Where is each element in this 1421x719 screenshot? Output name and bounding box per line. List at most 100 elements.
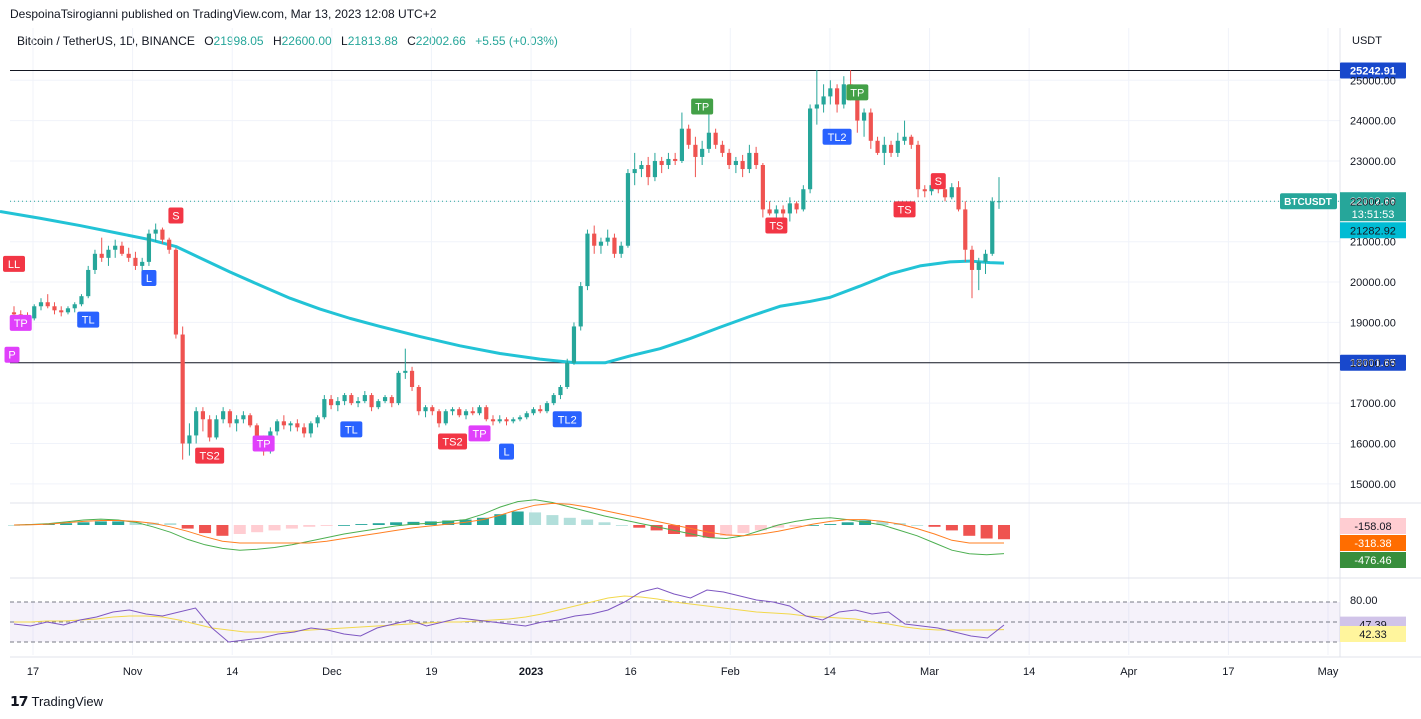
macd-histogram-bar bbox=[494, 514, 507, 525]
candle-body bbox=[551, 395, 556, 404]
candle-body bbox=[855, 96, 860, 121]
macd-histogram-bar bbox=[650, 525, 663, 531]
candle-body bbox=[875, 140, 880, 153]
signal-marker-tag bbox=[168, 207, 184, 224]
candle-body bbox=[86, 269, 91, 297]
time-tick-label: Feb bbox=[721, 666, 740, 678]
candle-body bbox=[639, 165, 644, 170]
candle-body bbox=[477, 407, 482, 414]
signal-marker-label: TS2 bbox=[200, 451, 220, 463]
macd-histogram-bar bbox=[442, 520, 455, 525]
time-tick-label: 17 bbox=[1222, 666, 1234, 678]
candle-body bbox=[666, 158, 671, 166]
price-tick-label: 19000.00 bbox=[1350, 317, 1396, 329]
candle-body bbox=[976, 261, 981, 270]
candle-body bbox=[423, 407, 428, 412]
signal-line bbox=[13, 502, 1004, 544]
signal-marker-tag bbox=[499, 443, 514, 460]
candle-body bbox=[740, 160, 745, 170]
macd-histogram-bar bbox=[772, 525, 785, 528]
signal-marker-label: TS bbox=[898, 204, 912, 216]
brand-name[interactable]: TradingView bbox=[31, 694, 104, 709]
candle-body bbox=[180, 334, 185, 444]
candle-body bbox=[592, 233, 597, 246]
countdown-label: 13:51:53 bbox=[1352, 209, 1395, 221]
macd-histogram-bar bbox=[806, 525, 819, 526]
level-price-label: 18001.65 bbox=[1350, 358, 1396, 370]
macd-histogram-bar bbox=[876, 521, 889, 525]
signal-marker-tag bbox=[893, 201, 916, 218]
candle-body bbox=[517, 417, 523, 420]
macd-histogram-bar bbox=[164, 523, 177, 525]
macd-histogram-bar bbox=[563, 517, 576, 525]
signal-marker-label: TS2 bbox=[442, 436, 462, 448]
candle-body bbox=[754, 152, 759, 166]
candle-body bbox=[302, 427, 307, 434]
candle-body bbox=[747, 152, 752, 170]
candle-body bbox=[956, 187, 961, 210]
open-label: O bbox=[204, 34, 214, 48]
macd-histogram-bar bbox=[824, 524, 837, 525]
candle-body bbox=[430, 407, 435, 412]
candle-body bbox=[969, 249, 975, 270]
candle-body bbox=[828, 88, 833, 97]
candle-body bbox=[173, 249, 179, 335]
candle-body bbox=[544, 403, 550, 412]
candle-body bbox=[241, 415, 246, 420]
macd-histogram-bar bbox=[841, 522, 854, 525]
macd-histogram-bar bbox=[737, 525, 750, 534]
candle-body bbox=[774, 209, 779, 214]
signal-marker-label: TP bbox=[14, 318, 28, 330]
candle-body bbox=[787, 203, 792, 214]
candle-body bbox=[308, 423, 313, 434]
rsi-ma-line bbox=[14, 595, 1005, 633]
signal-marker-label: L bbox=[146, 273, 152, 285]
candle-body bbox=[673, 158, 678, 161]
candle-body bbox=[909, 136, 914, 145]
candle-body bbox=[355, 401, 361, 404]
candle-body bbox=[113, 245, 118, 250]
candle-body bbox=[484, 407, 489, 420]
candle-body bbox=[619, 245, 624, 254]
signal-marker-tag bbox=[691, 98, 714, 115]
candle-body bbox=[382, 397, 388, 402]
candle-body bbox=[733, 160, 738, 166]
time-tick-label: 19 bbox=[425, 666, 437, 678]
candle-body bbox=[315, 417, 320, 424]
signal-marker-label: TP bbox=[850, 87, 864, 99]
signal-marker-label: LL bbox=[8, 259, 20, 271]
macd-histogram-bar bbox=[668, 525, 680, 534]
candle-body bbox=[167, 239, 172, 250]
candle-body bbox=[814, 104, 819, 109]
candle-body bbox=[922, 189, 927, 192]
macd-histogram-bar bbox=[511, 511, 524, 525]
level-price-tag bbox=[1340, 354, 1406, 371]
macd-histogram-bar bbox=[789, 525, 802, 527]
candle-body bbox=[915, 144, 921, 190]
candle-body bbox=[895, 140, 900, 153]
signal-marker-label: P bbox=[8, 350, 15, 362]
currency-label: USDT bbox=[1352, 35, 1382, 47]
candle-body bbox=[133, 257, 138, 266]
symbol-name[interactable]: Bitcoin / TetherUS, 1D, BINANCE bbox=[17, 34, 195, 48]
candle-body bbox=[11, 312, 17, 315]
candle-body bbox=[409, 370, 415, 387]
signal-marker-label: TL2 bbox=[828, 132, 847, 144]
macd-histogram-bar bbox=[407, 521, 420, 525]
rsi-level-label: 80.00 bbox=[1350, 595, 1378, 607]
candle-body bbox=[45, 302, 50, 307]
candle-body bbox=[882, 144, 887, 153]
last-price-label: 22002.66 bbox=[1350, 196, 1396, 208]
moving-average: 21282.92 bbox=[0, 209, 1406, 365]
macd-line bbox=[13, 499, 1005, 556]
candle-body bbox=[457, 409, 462, 416]
time-tick-label: 14 bbox=[824, 666, 836, 678]
candle-body bbox=[160, 229, 165, 240]
candle-body bbox=[328, 399, 334, 406]
signal-marker-tag bbox=[765, 217, 788, 234]
chart-grid bbox=[10, 28, 1421, 658]
macd-histogram-bar bbox=[598, 522, 611, 525]
